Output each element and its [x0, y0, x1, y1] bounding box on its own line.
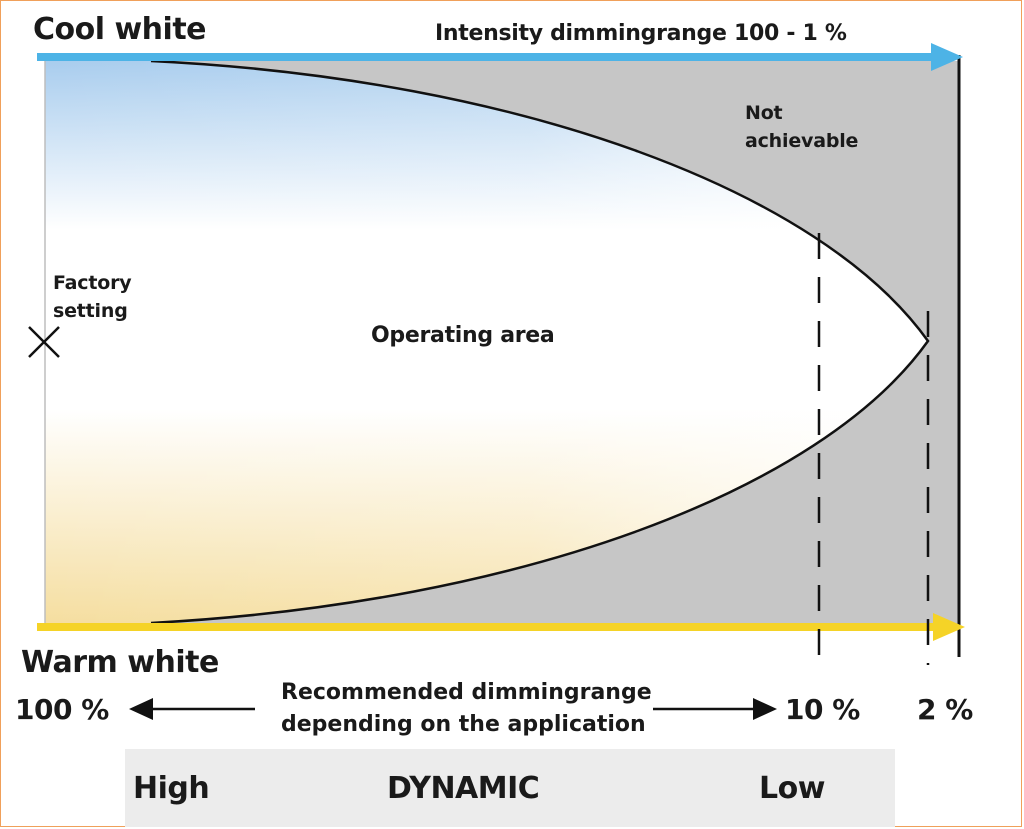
percent-2-label: 2 % — [917, 693, 973, 726]
factory-setting-line-1: Factory — [53, 272, 132, 294]
cool-white-arrowhead — [931, 43, 963, 71]
percent-10-label: 10 % — [785, 693, 860, 726]
factory-setting-line-2: setting — [53, 300, 128, 322]
dynamic-bar: High DYNAMIC Low — [125, 749, 895, 827]
recommended-line-2: depending on the application — [281, 712, 646, 737]
not-achievable-label: Not achievable — [745, 99, 858, 155]
high-label: High — [133, 771, 210, 806]
factory-setting-label: Factory setting — [53, 269, 132, 325]
operating-area-highlight — [45, 61, 928, 623]
factory-setting-cross-icon — [28, 326, 60, 358]
intensity-range-label: Intensity dimmingrange 100 - 1 % — [435, 21, 847, 46]
not-achievable-line-2: achievable — [745, 130, 859, 152]
warm-white-label: Warm white — [21, 645, 219, 680]
right-arrow-icon — [653, 698, 777, 720]
left-arrow-icon — [129, 698, 255, 720]
operating-area-boundary — [150, 59, 930, 625]
not-achievable-line-1: Not — [745, 102, 783, 124]
cool-white-label: Cool white — [33, 12, 207, 47]
operating-area-label: Operating area — [371, 323, 555, 348]
warm-white-arrowhead — [933, 613, 965, 641]
recommended-range-label: Recommended dimmingrange depending on th… — [281, 677, 652, 741]
percent-100-label: 100 % — [15, 693, 109, 726]
dynamic-label: DYNAMIC — [387, 771, 540, 806]
recommended-line-1: Recommended dimmingrange — [281, 680, 652, 705]
low-label: Low — [759, 771, 825, 806]
